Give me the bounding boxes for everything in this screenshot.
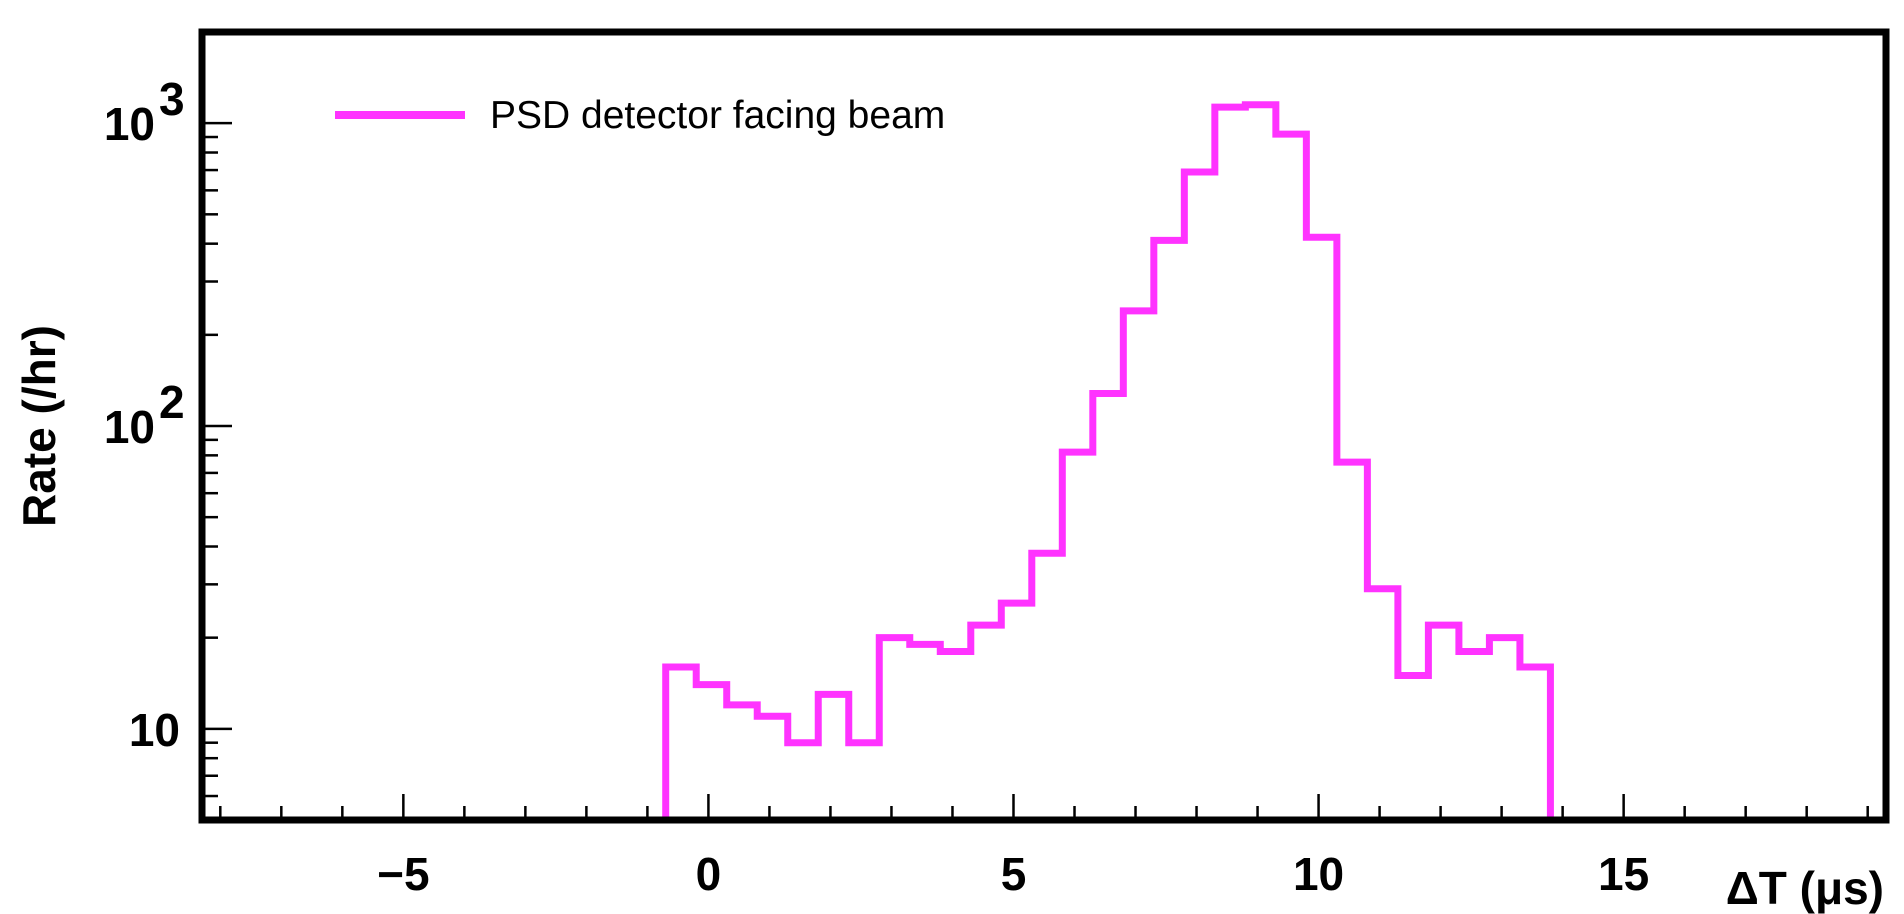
x-tick-label: −5 <box>377 848 429 900</box>
x-tick-label: 15 <box>1598 848 1649 900</box>
x-axis-title: ΔT (μs) <box>1726 862 1884 914</box>
y-axis-ticks <box>202 30 232 822</box>
legend: PSD detector facing beam <box>335 94 945 137</box>
legend-label: PSD detector facing beam <box>490 94 945 137</box>
x-axis-ticks <box>219 794 1869 820</box>
y-axis-title: Rate (/hr) <box>13 325 65 527</box>
x-axis-tick-labels: −5 0 5 10 15 <box>377 848 1649 900</box>
plot-frame <box>198 28 1890 824</box>
y-tick-label: 10 <box>129 704 180 756</box>
x-tick-label: 0 <box>696 848 722 900</box>
x-tick-label: 10 <box>1293 848 1344 900</box>
series-line-psd-detector <box>202 101 1886 824</box>
y-tick-label: 10 <box>104 401 155 453</box>
y-tick-exponent: 2 <box>159 376 185 428</box>
x-tick-label: 5 <box>1001 848 1027 900</box>
y-tick-label: 10 <box>104 98 155 150</box>
y-tick-exponent: 3 <box>159 73 185 125</box>
